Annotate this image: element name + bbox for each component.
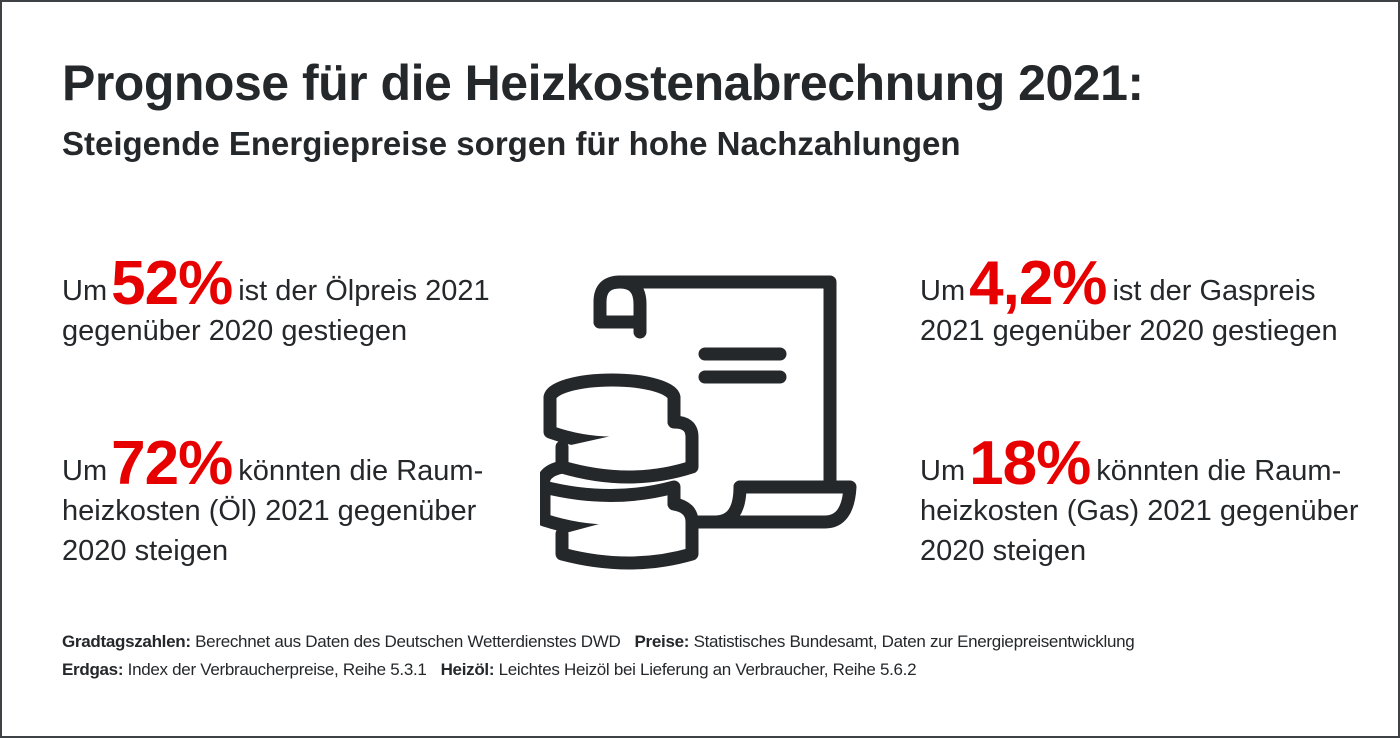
stat-value-highlight: 18% — [969, 429, 1091, 498]
stat-line-3: 2020 steigen — [62, 535, 229, 567]
sources-row-1: Gradtagszahlen: Berechnet aus Daten des … — [62, 628, 1135, 656]
stat-value-highlight: 52% — [111, 249, 233, 318]
source-label: Erdgas: — [62, 660, 124, 679]
stat-line-1: Um18% könnten die Raum- — [920, 433, 1359, 495]
stat-line-2: 2021 gegenüber 2020 gestiegen — [920, 315, 1338, 347]
stat-heating-cost-oil: Um72% könnten die Raum- heizkosten (Öl) 2… — [62, 433, 484, 571]
stat-text: könnten die Raum- — [238, 455, 484, 487]
stat-line-2: heizkosten (Öl) 2021 gegenüber — [62, 495, 477, 527]
stat-text: ist der Gaspreis — [1112, 275, 1316, 307]
stat-line-1: Um4,2% ist der Gaspreis — [920, 253, 1338, 315]
stat-prefix: Um — [920, 455, 966, 487]
source-label: Gradtagszahlen: — [62, 632, 191, 651]
stat-line-2: heizkosten (Gas) 2021 gegenüber — [920, 495, 1359, 527]
page-title: Prognose für die Heizkostenabrechnung 20… — [62, 55, 1144, 111]
sources-footer: Gradtagszahlen: Berechnet aus Daten des … — [62, 628, 1135, 684]
stat-text: ist der Ölpreis 2021 — [238, 275, 490, 307]
stat-value-highlight: 4,2% — [969, 249, 1107, 318]
source-text: Leichtes Heizöl bei Lieferung an Verbrau… — [498, 660, 917, 679]
stat-value-highlight: 72% — [111, 429, 233, 498]
stat-line-1: Um52% ist der Ölpreis 2021 — [62, 253, 490, 315]
stat-line-1: Um72% könnten die Raum- — [62, 433, 484, 495]
page-subtitle: Steigende Energiepreise sorgen für hohe … — [62, 125, 961, 162]
stat-text: könnten die Raum- — [1096, 455, 1342, 487]
stat-prefix: Um — [62, 455, 108, 487]
source-label: Preise: — [634, 632, 690, 651]
stat-prefix: Um — [920, 275, 966, 307]
source-text: Index der Verbraucherpreise, Reihe 5.3.1 — [127, 660, 427, 679]
source-text: Berechnet aus Daten des Deutschen Wetter… — [195, 632, 621, 651]
source-text: Statistisches Bundesamt, Daten zur Energ… — [693, 632, 1135, 651]
sources-row-2: Erdgas: Index der Verbraucherpreise, Rei… — [62, 656, 1134, 684]
stat-heating-cost-gas: Um18% könnten die Raum- heizkosten (Gas) … — [920, 433, 1359, 571]
stat-prefix: Um — [62, 275, 108, 307]
source-label: Heizöl: — [440, 660, 495, 679]
stat-line-2: gegenüber 2020 gestiegen — [62, 315, 408, 347]
stat-line-3: 2020 steigen — [920, 535, 1087, 567]
stat-oil-price: Um52% ist der Ölpreis 2021 gegenüber 2020… — [62, 253, 490, 351]
stat-gas-price: Um4,2% ist der Gaspreis 2021 gegenüber 20… — [920, 253, 1338, 351]
coins-and-bill-icon — [536, 272, 870, 572]
